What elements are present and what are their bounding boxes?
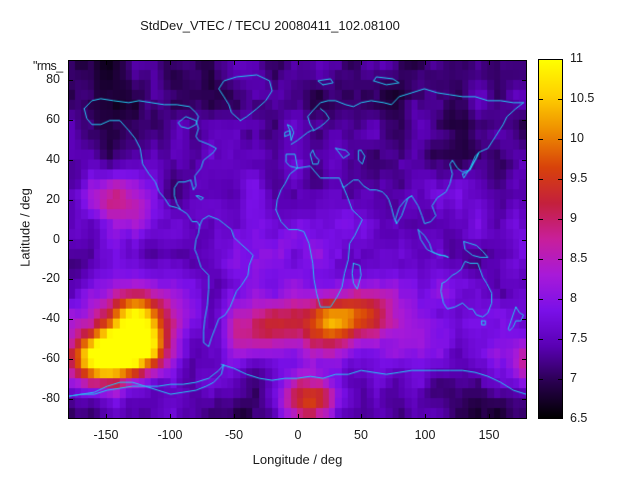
- x-axis-tick-label: 0: [294, 428, 302, 442]
- x-axis-tick: [170, 60, 171, 65]
- colorbar-tick-label: 8.5: [570, 251, 588, 265]
- colorbar-tick: [538, 179, 543, 180]
- y-axis-tick-label: 60: [46, 112, 60, 126]
- x-axis-tick: [489, 60, 490, 65]
- colorbar-tick-label: 6.5: [570, 411, 588, 425]
- x-axis-tick: [361, 414, 362, 419]
- y-axis-tick: [68, 240, 73, 241]
- colorbar-tick: [558, 299, 563, 300]
- y-axis-tick: [68, 200, 73, 201]
- colorbar-tick: [538, 379, 543, 380]
- y-axis-tick-label: 20: [46, 192, 60, 206]
- y-axis-tick-label: -40: [41, 311, 60, 325]
- x-axis-tick: [361, 60, 362, 65]
- colorbar-tick: [538, 339, 543, 340]
- y-axis-tick: [522, 200, 527, 201]
- colorbar-tick: [558, 379, 563, 380]
- colorbar-gradient: [539, 60, 562, 418]
- colorbar-tick: [538, 219, 543, 220]
- y-axis-tick-label: 80: [46, 72, 60, 86]
- y-axis-tick-label: 0: [53, 232, 60, 246]
- colorbar-tick-label: 10: [570, 131, 584, 145]
- y-axis-tick-label: -80: [41, 391, 60, 405]
- y-axis-tick-label: -20: [41, 271, 60, 285]
- x-axis-tick-label: -50: [224, 428, 244, 442]
- colorbar-tick: [538, 139, 543, 140]
- y-axis-tick: [68, 319, 73, 320]
- y-axis-tick-label: -60: [41, 351, 60, 365]
- colorbar-tick: [558, 179, 563, 180]
- y-axis-tick: [522, 80, 527, 81]
- y-axis-tick: [68, 80, 73, 81]
- x-axis-tick: [170, 414, 171, 419]
- x-axis-tick-label: 150: [478, 428, 500, 442]
- y-axis-tick: [522, 359, 527, 360]
- x-axis-tick-label: -150: [93, 428, 119, 442]
- x-axis-tick: [106, 414, 107, 419]
- colorbar-tick: [538, 259, 543, 260]
- y-axis-tick: [68, 120, 73, 121]
- y-axis-tick: [522, 279, 527, 280]
- y-axis-tick-label: 40: [46, 152, 60, 166]
- y-axis-tick: [68, 279, 73, 280]
- x-axis-tick: [298, 414, 299, 419]
- y-axis-tick: [522, 319, 527, 320]
- colorbar-tick: [558, 339, 563, 340]
- colorbar-tick: [558, 259, 563, 260]
- colorbar: [538, 59, 563, 419]
- x-axis-tick: [425, 60, 426, 65]
- colorbar-tick: [538, 99, 543, 100]
- x-axis-tick: [106, 60, 107, 65]
- x-axis-tick-label: -100: [157, 428, 183, 442]
- x-axis-tick: [234, 414, 235, 419]
- colorbar-tick: [558, 219, 563, 220]
- vtec-heatmap-canvas: [69, 61, 526, 418]
- y-axis-tick: [68, 160, 73, 161]
- y-axis-tick: [68, 359, 73, 360]
- y-axis-tick: [522, 240, 527, 241]
- x-axis-title: Longitude / deg: [252, 452, 343, 467]
- colorbar-tick-label: 9.5: [570, 171, 588, 185]
- colorbar-tick: [558, 99, 563, 100]
- x-axis-tick: [234, 60, 235, 65]
- colorbar-tick-label: 7: [570, 371, 577, 385]
- y-axis-tick: [522, 160, 527, 161]
- colorbar-tick: [538, 299, 543, 300]
- y-axis-text-artifact: "rms_: [33, 59, 63, 73]
- y-axis-tick: [522, 120, 527, 121]
- map-plot-area: [68, 60, 527, 419]
- page-title: StdDev_VTEC / TECU 20080411_102.08100: [140, 18, 400, 33]
- x-axis-tick: [425, 414, 426, 419]
- colorbar-tick-label: 9: [570, 211, 577, 225]
- y-axis-tick: [522, 399, 527, 400]
- x-axis-tick-label: 50: [354, 428, 368, 442]
- x-axis-tick-label: 100: [414, 428, 436, 442]
- colorbar-tick-label: 10.5: [570, 91, 595, 105]
- colorbar-tick-label: 7.5: [570, 331, 588, 345]
- y-axis-tick: [68, 399, 73, 400]
- colorbar-tick: [558, 139, 563, 140]
- x-axis-tick: [298, 60, 299, 65]
- colorbar-tick-label: 11: [570, 51, 583, 65]
- y-axis-title: Latitude / deg: [17, 188, 33, 267]
- x-axis-tick: [489, 414, 490, 419]
- colorbar-tick-label: 8: [570, 291, 577, 305]
